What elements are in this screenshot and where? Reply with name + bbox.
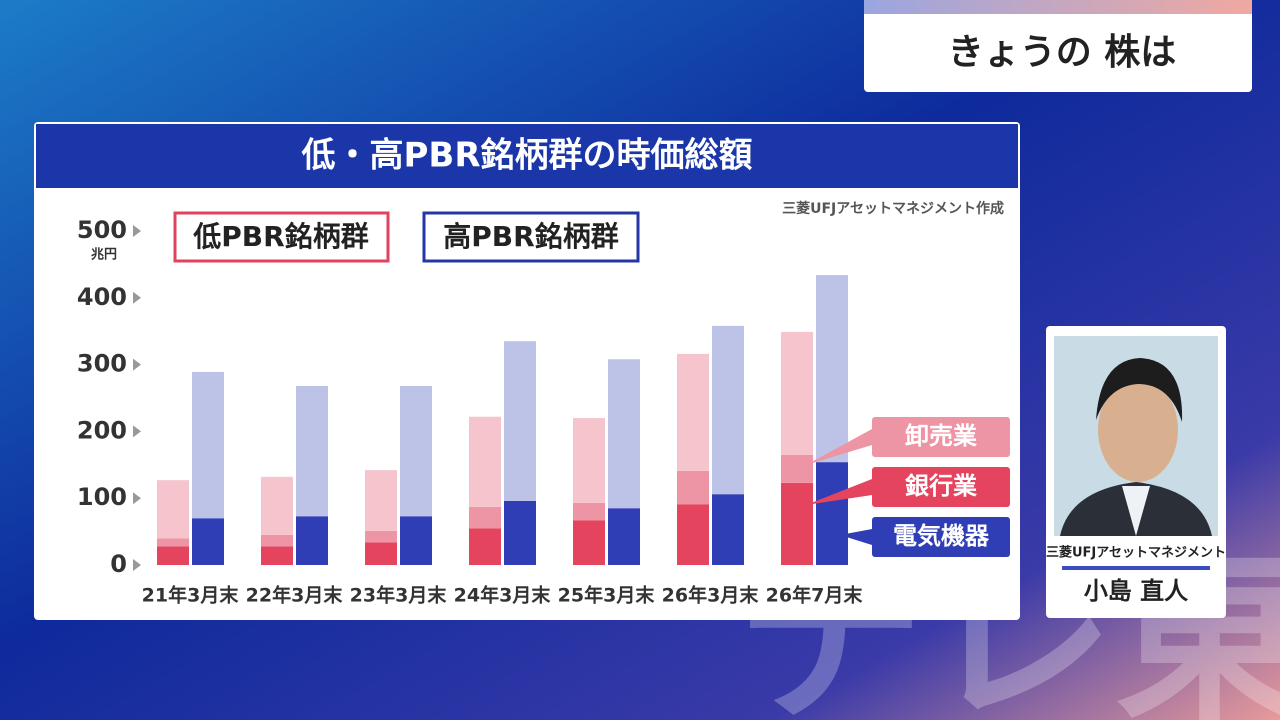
- callout-pointer: [806, 429, 872, 465]
- bar-segment: [677, 353, 709, 471]
- bar-segment: [157, 538, 189, 547]
- y-tick-label: 0: [110, 550, 127, 578]
- bar-segment: [469, 506, 501, 529]
- callout-pointer: [840, 529, 872, 545]
- bar-segment: [365, 530, 397, 543]
- callout-box: [872, 517, 1010, 557]
- group-legend-box: [422, 211, 640, 263]
- chart-source: 三菱UFJアセットマネジメント作成: [782, 200, 1004, 217]
- photo-shirt: [1122, 486, 1150, 536]
- bar-segment: [365, 542, 397, 565]
- y-tick-label: 500: [77, 216, 127, 244]
- y-tick-mark: [133, 225, 141, 237]
- y-tick-mark: [133, 492, 141, 505]
- bar-segment: [192, 371, 224, 519]
- header-title: きょうの 株は: [948, 32, 1177, 73]
- y-tick-label: 100: [77, 483, 127, 511]
- photo-hair: [1096, 358, 1183, 422]
- x-tick-label: 25年3月末: [558, 584, 656, 607]
- callout-pointer: [806, 479, 872, 505]
- y-tick-label: 200: [77, 416, 127, 444]
- bar-segment: [573, 418, 605, 503]
- bar-segment: [157, 480, 189, 539]
- bar-segment: [677, 470, 709, 505]
- bar-segment: [157, 546, 189, 565]
- chart-title-bar: [36, 124, 1018, 188]
- bar-segment: [816, 462, 848, 565]
- bar-segment: [296, 385, 328, 517]
- callout-box: [872, 467, 1010, 507]
- bar-segment: [712, 325, 744, 495]
- group-legend: 低PBR銘柄群: [192, 220, 368, 253]
- callout-box: [872, 417, 1010, 457]
- bar-segment: [504, 341, 536, 501]
- y-tick-mark: [133, 559, 141, 571]
- bar-segment: [261, 476, 293, 535]
- bar-segment: [816, 275, 848, 463]
- chart-title: 低・高PBR銘柄群の時価総額: [301, 136, 752, 176]
- y-tick-label: 400: [77, 283, 127, 311]
- bar-segment: [400, 385, 432, 517]
- bar-segment: [296, 516, 328, 565]
- group-legend-box: [173, 211, 390, 263]
- bar-segment: [781, 454, 813, 483]
- person-company: 三菱UFJアセットマネジメント: [1046, 545, 1226, 561]
- x-tick-label: 23年3月末: [350, 584, 448, 607]
- bar-segment: [608, 508, 640, 565]
- bar-segment: [781, 331, 813, 455]
- y-tick-mark: [133, 358, 141, 371]
- bar-segment: [400, 516, 432, 565]
- bar-segment: [573, 520, 605, 565]
- callout-label: 卸売業: [905, 422, 977, 450]
- bar-segment: [365, 470, 397, 531]
- bar-segment: [469, 416, 501, 507]
- photo-face: [1098, 378, 1178, 482]
- x-tick-label: 21年3月末: [142, 584, 240, 607]
- bar-segment: [469, 528, 501, 565]
- callout-label: 銀行業: [905, 472, 977, 500]
- x-tick-label: 24年3月末: [454, 584, 552, 607]
- y-unit: 兆円: [91, 247, 117, 263]
- x-tick-label: 26年3月末: [662, 584, 760, 607]
- bar-segment: [781, 482, 813, 565]
- bar-segment: [677, 504, 709, 565]
- person-name: 小島 直人: [1084, 577, 1188, 605]
- bar-segment: [261, 546, 293, 565]
- group-legend: 高PBR銘柄群: [443, 220, 618, 253]
- header-strip: [864, 0, 1252, 14]
- bar-segment: [261, 534, 293, 547]
- bar-segment: [712, 494, 744, 565]
- bar-segment: [573, 502, 605, 521]
- y-tick-mark: [133, 425, 141, 438]
- bar-segment: [504, 500, 536, 565]
- bar-segment: [192, 518, 224, 565]
- header-box: [864, 0, 1252, 92]
- y-tick-label: 300: [77, 350, 127, 378]
- person-divider: [1062, 566, 1210, 570]
- x-tick-label: 22年3月末: [246, 584, 344, 607]
- bar-segment: [608, 359, 640, 509]
- x-tick-label: 26年7月末: [766, 584, 864, 607]
- y-tick-mark: [133, 291, 141, 304]
- callout-label: 電気機器: [893, 522, 990, 550]
